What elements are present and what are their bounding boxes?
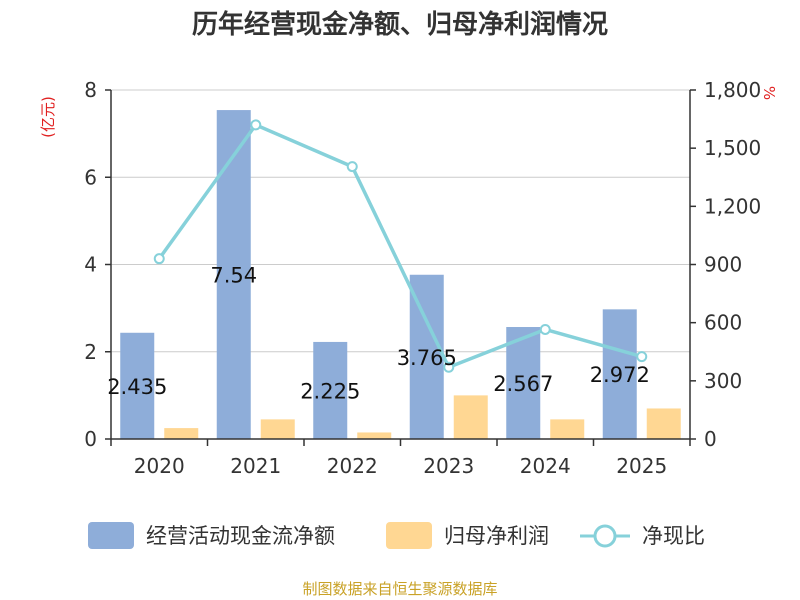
x-tick-label: 2023 (423, 454, 474, 478)
data-label-cashflow-2022: 2.225 (300, 379, 360, 403)
left-axis-unit: (亿元) (39, 96, 57, 138)
legend-swatch-netprofit (386, 522, 432, 549)
right-tick-label: 300 (704, 369, 742, 393)
legend-swatch-cashflow (88, 522, 134, 549)
x-tick-label: 2022 (327, 454, 378, 478)
left-tick-label: 2 (84, 340, 97, 364)
data-label-cashflow-2025: 2.972 (590, 363, 650, 387)
axes: 0 2 4 6 8 0 300 600 900 1,200 1,500 1,800 2020 2021 20… (84, 78, 761, 478)
gridlines (111, 89, 690, 353)
ratio-point-2023[interactable] (443, 361, 455, 373)
ratio-point-2022[interactable] (346, 161, 358, 173)
legend-item-netprofit[interactable]: 归母净利润 (386, 522, 549, 549)
bar-netprofit-2020[interactable] (164, 428, 199, 439)
ratio-point-2024[interactable] (539, 323, 551, 335)
legend-item-cashflow[interactable]: 经营活动现金流净额 (88, 522, 335, 549)
right-tick-label: 600 (704, 311, 742, 335)
right-tick-label: 1,200 (704, 194, 761, 218)
right-axis-unit: % (760, 86, 778, 100)
right-tick-label: 1,800 (704, 78, 761, 102)
x-tick-label: 2024 (520, 454, 571, 478)
bar-cashflow-2022[interactable] (313, 341, 348, 439)
right-tick-label: 900 (704, 253, 742, 277)
x-tick-label: 2025 (616, 454, 667, 478)
bar-netprofit-2024[interactable] (550, 419, 585, 439)
right-tick-label: 1,500 (704, 136, 761, 160)
ratio-line (153, 119, 648, 373)
bar-cashflow-2025[interactable] (602, 309, 637, 439)
data-labels: 2.435 7.54 2.225 3.765 2.567 2.972 (107, 264, 650, 404)
left-tick-label: 4 (84, 253, 97, 277)
left-tick-label: 8 (84, 78, 97, 102)
data-label-cashflow-2023: 3.765 (397, 346, 457, 370)
data-label-cashflow-2024: 2.567 (493, 372, 553, 396)
ratio-point-2020[interactable] (153, 253, 165, 265)
bar-cashflow-2023[interactable] (409, 274, 444, 439)
legend[interactable]: 经营活动现金流净额 归母净利润 净现比 (88, 522, 705, 549)
chart-title: 历年经营现金净额、归母净利润情况 (192, 9, 608, 40)
legend-label-netprofit: 归母净利润 (444, 524, 549, 548)
legend-label-ratio: 净现比 (642, 524, 705, 548)
bar-cashflow-2020[interactable] (120, 332, 155, 439)
bar-netprofit-2022[interactable] (357, 432, 392, 439)
bar-netprofit-2025[interactable] (646, 408, 681, 439)
left-tick-label: 6 (84, 165, 97, 189)
data-label-cashflow-2021: 7.54 (210, 264, 257, 288)
legend-item-ratio[interactable]: 净现比 (580, 524, 705, 548)
legend-swatch-ratio-marker (593, 524, 617, 548)
x-tick-label: 2021 (230, 454, 281, 478)
x-tick-label: 2020 (134, 454, 185, 478)
legend-label-cashflow: 经营活动现金流净额 (146, 524, 335, 548)
data-label-cashflow-2020: 2.435 (107, 375, 167, 399)
ratio-point-2025[interactable] (636, 351, 648, 363)
bar-netprofit-2021[interactable] (260, 419, 295, 439)
left-tick-label: 0 (84, 427, 97, 451)
ratio-point-2021[interactable] (250, 119, 262, 131)
right-tick-label: 0 (704, 427, 717, 451)
ratio-line-path (157, 123, 643, 370)
bar-cashflow-2024[interactable] (506, 327, 541, 439)
bar-marks (120, 110, 681, 439)
data-source-note: 制图数据来自恒生聚源数据库 (302, 580, 497, 598)
bar-netprofit-2023[interactable] (453, 395, 488, 439)
bar-cashflow-2021[interactable] (216, 110, 251, 439)
